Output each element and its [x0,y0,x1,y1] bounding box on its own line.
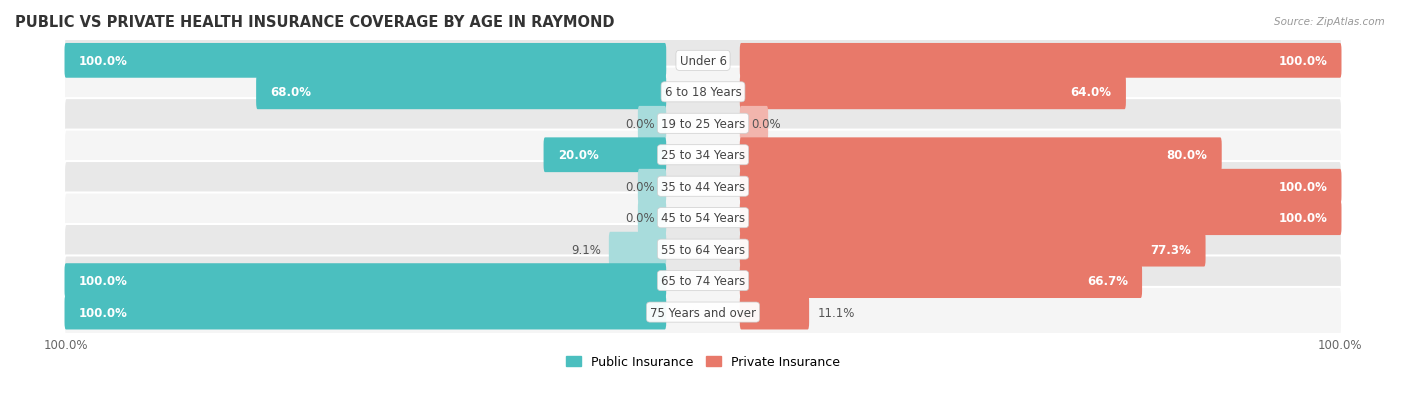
Text: 19 to 25 Years: 19 to 25 Years [661,117,745,131]
Text: PUBLIC VS PRIVATE HEALTH INSURANCE COVERAGE BY AGE IN RAYMOND: PUBLIC VS PRIVATE HEALTH INSURANCE COVER… [15,15,614,30]
FancyBboxPatch shape [65,99,1341,149]
Text: 100.0%: 100.0% [79,55,128,68]
Text: 11.1%: 11.1% [817,306,855,319]
Text: 65 to 74 Years: 65 to 74 Years [661,275,745,287]
Text: 100.0%: 100.0% [1278,180,1327,193]
Text: 0.0%: 0.0% [626,180,655,193]
FancyBboxPatch shape [740,169,1341,204]
Text: Under 6: Under 6 [679,55,727,68]
FancyBboxPatch shape [740,295,808,330]
Text: 0.0%: 0.0% [751,117,780,131]
FancyBboxPatch shape [65,263,666,298]
Text: 45 to 54 Years: 45 to 54 Years [661,212,745,225]
FancyBboxPatch shape [65,130,1341,180]
Text: Source: ZipAtlas.com: Source: ZipAtlas.com [1274,17,1385,26]
FancyBboxPatch shape [65,193,1341,243]
FancyBboxPatch shape [740,75,1126,110]
FancyBboxPatch shape [65,36,1341,86]
FancyBboxPatch shape [740,232,1205,267]
FancyBboxPatch shape [65,256,1341,306]
FancyBboxPatch shape [740,107,768,141]
Text: 25 to 34 Years: 25 to 34 Years [661,149,745,162]
FancyBboxPatch shape [65,224,1341,275]
Text: 64.0%: 64.0% [1071,86,1112,99]
FancyBboxPatch shape [65,44,666,78]
Text: 0.0%: 0.0% [626,212,655,225]
FancyBboxPatch shape [65,295,666,330]
Legend: Public Insurance, Private Insurance: Public Insurance, Private Insurance [561,350,845,373]
Text: 75 Years and over: 75 Years and over [650,306,756,319]
Text: 100.0%: 100.0% [1278,212,1327,225]
Text: 9.1%: 9.1% [571,243,600,256]
Text: 35 to 44 Years: 35 to 44 Years [661,180,745,193]
FancyBboxPatch shape [638,107,666,141]
FancyBboxPatch shape [740,44,1341,78]
Text: 68.0%: 68.0% [270,86,311,99]
Text: 100.0%: 100.0% [79,275,128,287]
FancyBboxPatch shape [638,201,666,235]
FancyBboxPatch shape [256,75,666,110]
FancyBboxPatch shape [65,287,1341,337]
FancyBboxPatch shape [609,232,666,267]
Text: 0.0%: 0.0% [626,117,655,131]
FancyBboxPatch shape [740,138,1222,173]
Text: 6 to 18 Years: 6 to 18 Years [665,86,741,99]
Text: 80.0%: 80.0% [1167,149,1208,162]
Text: 66.7%: 66.7% [1087,275,1128,287]
FancyBboxPatch shape [65,67,1341,118]
FancyBboxPatch shape [638,169,666,204]
Text: 20.0%: 20.0% [558,149,599,162]
FancyBboxPatch shape [740,201,1341,235]
Text: 100.0%: 100.0% [79,306,128,319]
Text: 100.0%: 100.0% [1278,55,1327,68]
FancyBboxPatch shape [544,138,666,173]
Text: 77.3%: 77.3% [1150,243,1191,256]
Text: 55 to 64 Years: 55 to 64 Years [661,243,745,256]
FancyBboxPatch shape [740,263,1142,298]
FancyBboxPatch shape [65,161,1341,212]
